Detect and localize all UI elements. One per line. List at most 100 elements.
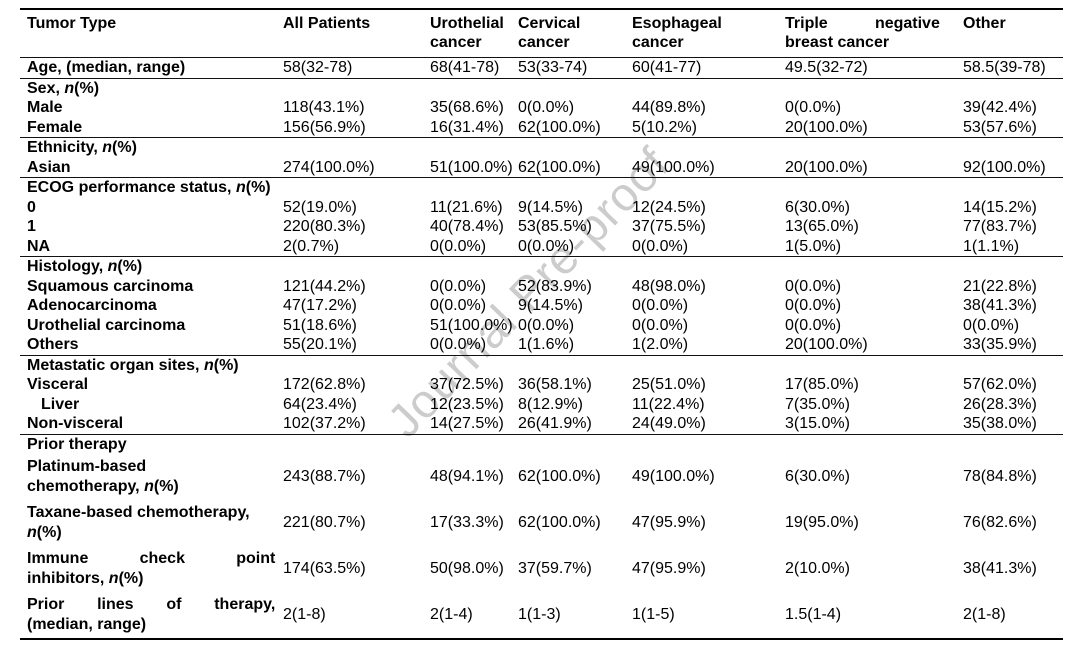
cell-value: 2(1-8)	[963, 606, 1006, 624]
cell-value: 8(12.9%)	[518, 395, 583, 413]
cell-value: 51(100.0%)	[430, 316, 513, 334]
cell-value: 221(80.7%)	[283, 514, 366, 532]
cell-value: 0(0.0%)	[963, 316, 1020, 334]
row-label: Others	[20, 335, 283, 356]
cell-value: 48(98.0%)	[632, 277, 706, 295]
cell-value: 0(0.0%)	[785, 99, 842, 116]
table-row-0: 0 52(19.0%) 11(21.6%) 9(14.5%) 12(24.5%) 6(30…	[20, 198, 1063, 218]
cell-value: 1(2.0%)	[632, 335, 785, 356]
cell-value: 53(85.5%)	[518, 218, 592, 235]
row-label: Squamous carcinoma	[27, 277, 194, 295]
table-row-visceral: Visceral 172(62.8%) 37(72.5%) 36(58.1%) 25(5…	[20, 375, 1063, 395]
cell-value: 1(1.1%)	[963, 236, 1063, 257]
cell-value	[963, 78, 1063, 98]
table-row-prior-lines-of-therapy: Prior lines of therapy, (median, range) 2(1-8…	[20, 592, 1063, 639]
cell-value	[518, 178, 632, 198]
cell-value: 243(88.7%)	[283, 468, 366, 486]
table-row-metastatic-organ-sites-n: Metastatic organ sites, n(%)	[20, 355, 1063, 375]
cell-value: 49.5(32-72)	[785, 57, 963, 79]
cell-value	[963, 178, 1063, 198]
cell-value: 44(89.8%)	[632, 99, 706, 116]
cell-value: 7(35.0%)	[785, 395, 850, 413]
cell-value	[632, 355, 785, 375]
cell-value: 1(5.0%)	[785, 236, 963, 257]
cell-value	[632, 78, 785, 98]
cell-value: 0(0.0%)	[632, 297, 689, 314]
cell-value	[785, 355, 963, 375]
table-row-male: Male 118(43.1%) 35(68.6%) 0(0.0%) 44(89.8%) 0…	[20, 98, 1063, 118]
col-header-urothelial-cancer: Urothelial cancer	[430, 9, 518, 58]
cell-value	[430, 434, 518, 454]
cell-value: 35(68.6%)	[430, 99, 504, 116]
row-label: Male	[27, 99, 63, 116]
table-row-asian: Asian 274(100.0%) 51(100.0%) 62(100.0%) 49(1…	[20, 157, 1063, 178]
cell-value: 38(41.3%)	[963, 560, 1037, 578]
cell-value	[430, 78, 518, 98]
cell-value	[518, 355, 632, 375]
row-label: ECOG performance status, n(%)	[27, 179, 271, 196]
cell-value: 1(1-5)	[632, 606, 675, 624]
cell-value	[632, 434, 785, 454]
col-header-triple-negative-breast-cancer: Triple negative breast cancer	[785, 9, 963, 58]
cell-value: 60(41-77)	[632, 57, 785, 79]
col-header-other: Other	[963, 9, 1063, 58]
table-row-non-visceral: Non-visceral 102(37.2%) 14(27.5%) 26(41.9%)…	[20, 414, 1063, 435]
cell-value	[283, 434, 430, 454]
cell-value: 49(100.0%)	[632, 468, 715, 486]
cell-value: 14(27.5%)	[430, 414, 518, 435]
row-label: Immune check point inhibitors, n(%)	[27, 550, 276, 587]
cell-value: 36(58.1%)	[518, 376, 592, 393]
cell-value: 39(42.4%)	[963, 99, 1037, 116]
cell-value	[963, 138, 1063, 158]
row-label: Histology, n(%)	[27, 258, 143, 275]
cell-value: 0(0.0%)	[785, 297, 842, 314]
cell-value	[430, 355, 518, 375]
cell-value: 20(100.0%)	[785, 157, 963, 178]
cell-value: 0(0.0%)	[518, 316, 575, 334]
row-label: Adenocarcinoma	[27, 297, 157, 314]
cell-value	[518, 78, 632, 98]
table-row-age-median-range: Age, (median, range) 58(32-78) 68(41-78) 53…	[20, 57, 1063, 79]
cell-value: 62(100.0%)	[518, 468, 601, 486]
cell-value	[283, 355, 430, 375]
cell-value	[518, 257, 632, 277]
cell-value	[785, 138, 963, 158]
cell-value: 48(94.1%)	[430, 468, 504, 486]
row-label: Ethnicity, n(%)	[27, 139, 137, 156]
cell-value	[518, 434, 632, 454]
cell-value: 0(0.0%)	[518, 99, 575, 116]
cell-value: 25(51.0%)	[632, 376, 706, 393]
cell-value	[283, 78, 430, 98]
cell-value: 58(32-78)	[283, 57, 430, 79]
cell-value: 51(100.0%)	[430, 157, 518, 178]
row-label: 0	[27, 198, 36, 216]
cell-value	[283, 138, 430, 158]
cell-value: 53(33-74)	[518, 57, 632, 79]
cell-value: 40(78.4%)	[430, 218, 504, 235]
cell-value: 78(84.8%)	[963, 468, 1037, 486]
cell-value: 47(17.2%)	[283, 297, 357, 314]
table-row-na: NA 2(0.7%) 0(0.0%) 0(0.0%) 0(0.0%) 1(5.0%) 1(1…	[20, 236, 1063, 257]
cell-value: 57(62.0%)	[963, 376, 1037, 393]
cell-value: 274(100.0%)	[283, 157, 430, 178]
cell-value: 16(31.4%)	[430, 117, 518, 138]
col-header-esophageal-cancer: Esophageal cancer	[632, 9, 785, 58]
cell-value	[632, 178, 785, 198]
cell-value: 118(43.1%)	[283, 99, 365, 116]
row-label: Prior therapy	[27, 435, 127, 453]
row-label: Platinum-based chemotherapy, n(%)	[27, 458, 179, 495]
cell-value: 62(100.0%)	[518, 117, 632, 138]
cell-value: 9(14.5%)	[518, 198, 583, 216]
table-row-taxane-based-chemotherapy: Taxane-based chemotherapy, n(%) 221(80.7%)…	[20, 500, 1063, 546]
table-row-squamous-carcinoma: Squamous carcinoma 121(44.2%) 0(0.0%) 52(83…	[20, 277, 1063, 297]
cell-value: 1.5(1-4)	[785, 606, 842, 624]
cell-value: 53(57.6%)	[963, 117, 1063, 138]
cell-value: 12(24.5%)	[632, 198, 706, 216]
cell-value: 50(98.0%)	[430, 560, 504, 578]
cell-value	[430, 138, 518, 158]
cell-value	[430, 178, 518, 198]
cell-value: 2(1-4)	[430, 606, 473, 624]
patient-characteristics-table: Tumor Type All Patients Urothelial cancer Ce…	[20, 8, 1063, 640]
cell-value: 5(10.2%)	[632, 117, 785, 138]
